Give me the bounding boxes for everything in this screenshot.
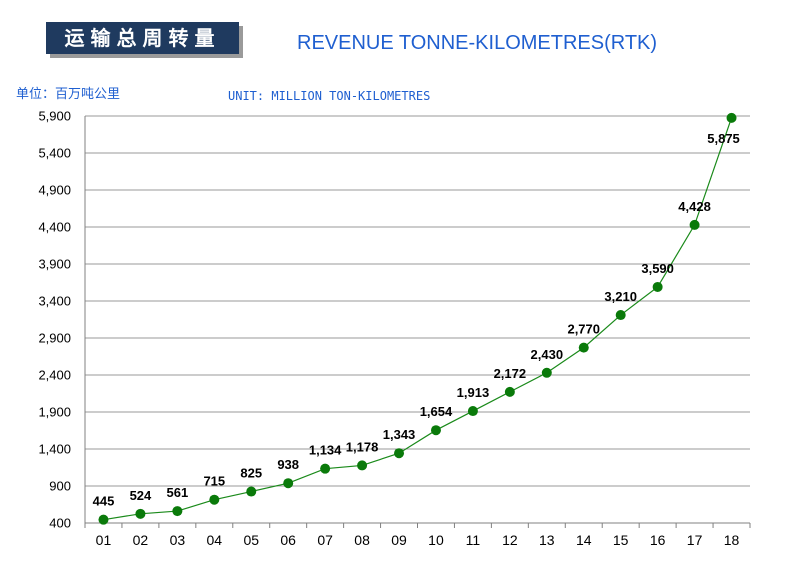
x-tick-label: 07 [317, 532, 333, 548]
chart-title-cn-box: 运输总周转量 [46, 22, 239, 54]
y-tick-label: 4,900 [38, 183, 71, 198]
x-tick-label: 09 [391, 532, 407, 548]
data-point [652, 281, 663, 292]
data-point [357, 460, 368, 471]
y-tick-label: 1,900 [38, 405, 71, 420]
data-label: 5,875 [707, 131, 740, 146]
data-label: 825 [240, 466, 262, 481]
y-tick-label: 2,900 [38, 331, 71, 346]
x-tick-label: 11 [466, 532, 481, 548]
data-label: 4,428 [678, 199, 711, 214]
data-point [615, 310, 626, 321]
data-label: 1,654 [420, 404, 453, 419]
y-tick-label: 3,900 [38, 257, 71, 272]
x-tick-label: 01 [96, 532, 112, 548]
y-tick-label: 2,400 [38, 368, 71, 383]
data-point [209, 494, 220, 505]
x-tick-label: 03 [170, 532, 186, 548]
data-label: 938 [277, 457, 299, 472]
chart-title-cn: 运输总周转量 [64, 26, 221, 50]
data-point [98, 514, 109, 525]
y-tick-label: 400 [49, 516, 71, 531]
data-label: 715 [203, 474, 225, 489]
x-tick-label: 13 [539, 532, 555, 548]
x-tick-label: 15 [613, 532, 629, 548]
y-tick-label: 3,400 [38, 294, 71, 309]
y-tick-label: 5,900 [38, 109, 71, 124]
x-tick-label: 16 [650, 532, 666, 548]
data-point [504, 386, 515, 397]
data-point [246, 486, 257, 497]
x-tick-label: 02 [133, 532, 149, 548]
data-point [283, 478, 294, 489]
x-tick-label: 04 [207, 532, 223, 548]
data-point [394, 448, 405, 459]
data-point [689, 219, 700, 230]
x-tick-label: 06 [280, 532, 296, 548]
data-point [430, 425, 441, 436]
data-point [541, 367, 552, 378]
data-label: 3,210 [604, 289, 637, 304]
data-point [172, 506, 183, 517]
data-label: 2,430 [531, 347, 564, 362]
x-tick-label: 10 [428, 532, 444, 548]
y-tick-label: 5,400 [38, 146, 71, 161]
data-label: 3,590 [641, 261, 674, 276]
x-tick-label: 18 [724, 532, 740, 548]
data-label: 445 [93, 494, 115, 509]
data-label: 1,913 [457, 385, 490, 400]
x-tick-label: 12 [502, 532, 518, 548]
data-label: 2,770 [567, 322, 600, 337]
x-tick-label: 05 [243, 532, 259, 548]
unit-label-en: UNIT: MILLION TON-KILOMETRES [228, 89, 431, 103]
data-label: 1,178 [346, 439, 379, 454]
data-point [467, 406, 478, 417]
x-tick-label: 14 [576, 532, 592, 548]
y-tick-label: 900 [49, 479, 71, 494]
y-tick-label: 1,400 [38, 442, 71, 457]
y-tick-label: 4,400 [38, 220, 71, 235]
data-point [135, 508, 146, 519]
data-point [726, 112, 737, 123]
data-label: 561 [167, 485, 189, 500]
series-line [103, 117, 733, 521]
unit-label-cn: 单位：百万吨公里 [16, 87, 121, 102]
data-point [578, 342, 589, 353]
x-tick-label: 08 [354, 532, 370, 548]
data-label: 1,134 [309, 443, 342, 458]
data-label: 524 [130, 488, 152, 503]
data-label: 1,343 [383, 427, 416, 442]
data-point [320, 463, 331, 474]
chart-title-en: REVENUE TONNE-KILOMETRES(RTK) [297, 32, 658, 54]
x-tick-label: 17 [687, 532, 703, 548]
data-label: 2,172 [494, 366, 527, 381]
